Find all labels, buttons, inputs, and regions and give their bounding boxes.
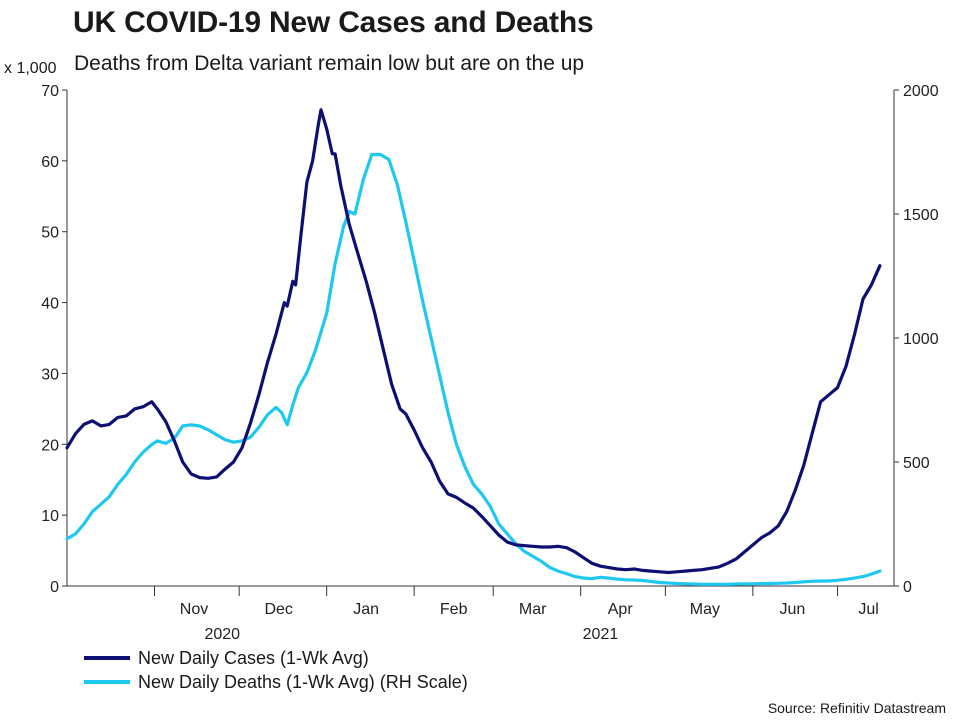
left-tick-label: 70 bbox=[41, 83, 59, 100]
legend-label-deaths: New Daily Deaths (1-Wk Avg) (RH Scale) bbox=[138, 671, 468, 692]
legend-item-cases: New Daily Cases (1-Wk Avg) bbox=[84, 646, 468, 670]
legend-item-deaths: New Daily Deaths (1-Wk Avg) (RH Scale) bbox=[84, 670, 468, 694]
legend-label-cases: New Daily Cases (1-Wk Avg) bbox=[138, 647, 369, 668]
right-tick-label: 0 bbox=[903, 579, 912, 596]
right-tick-label: 1500 bbox=[903, 207, 939, 224]
right-tick-label: 2000 bbox=[903, 83, 939, 100]
deaths-line bbox=[65, 152, 882, 586]
left-tick-label: 40 bbox=[41, 296, 59, 313]
left-tick-label: 50 bbox=[41, 225, 59, 242]
month-label: Mar bbox=[519, 601, 547, 618]
source-note: Source: Refinitiv Datastream bbox=[767, 700, 946, 716]
chart-title: UK COVID-19 New Cases and Deaths bbox=[73, 6, 594, 39]
left-tick-label: 60 bbox=[41, 154, 59, 171]
left-axis-unit-label: x 1,000 bbox=[4, 60, 57, 77]
month-label: Apr bbox=[608, 601, 634, 618]
chart-subtitle: Deaths from Delta variant remain low but… bbox=[74, 52, 585, 75]
legend-swatch-deaths bbox=[84, 680, 130, 684]
legend: New Daily Cases (1-Wk Avg) New Daily Dea… bbox=[84, 646, 468, 694]
left-tick-label: 0 bbox=[50, 579, 59, 596]
left-tick-label: 20 bbox=[41, 437, 59, 454]
month-label: Dec bbox=[264, 601, 292, 618]
month-label: May bbox=[690, 601, 720, 618]
cases-line bbox=[65, 108, 882, 575]
right-tick-label: 1000 bbox=[903, 331, 939, 348]
month-label: Jan bbox=[353, 601, 379, 618]
left-tick-label: 10 bbox=[41, 508, 59, 525]
left-tick-label: 30 bbox=[41, 366, 59, 383]
legend-swatch-cases bbox=[84, 656, 130, 660]
year-label: 2021 bbox=[583, 626, 619, 643]
month-label: Feb bbox=[440, 601, 468, 618]
year-label: 2020 bbox=[204, 626, 240, 643]
right-tick-label: 500 bbox=[903, 455, 930, 472]
month-label: Jun bbox=[779, 601, 805, 618]
month-label: Jul bbox=[858, 601, 878, 618]
month-label: Nov bbox=[180, 601, 208, 618]
